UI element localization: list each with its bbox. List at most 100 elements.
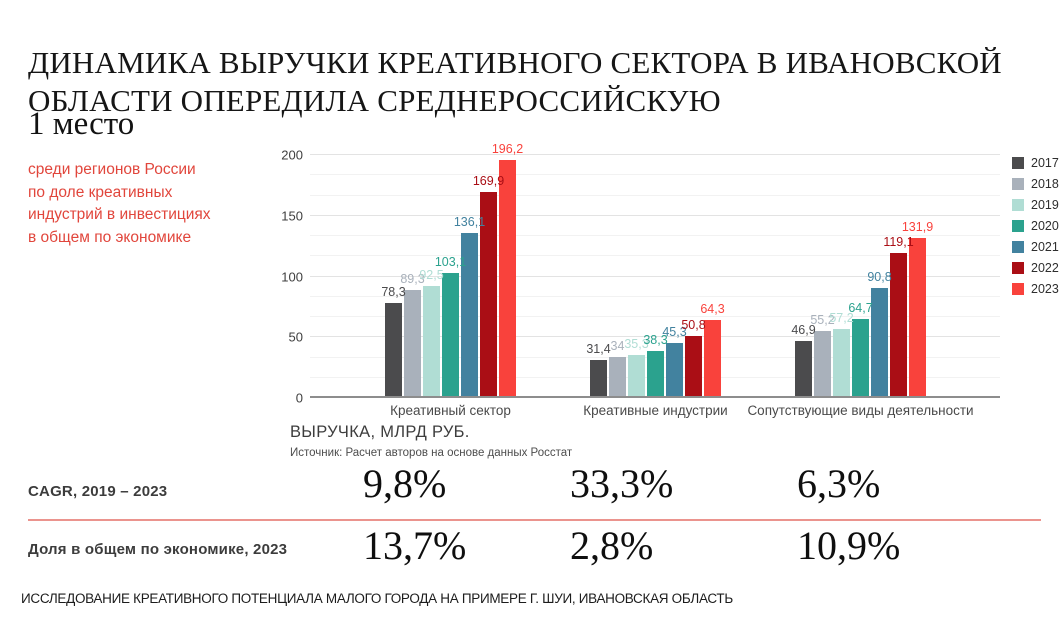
bar-2021 (666, 342, 683, 398)
bar-value-label: 103,1 (434, 254, 467, 269)
bar-group: 46,9 55,2 57,2 64,7 90,8 119,1 131,9 (791, 155, 933, 398)
bar-2018 (609, 356, 626, 398)
gridline (310, 235, 1000, 237)
bar-column: 38,3 (643, 155, 668, 398)
bar-column: 89,3 (400, 155, 425, 398)
legend-year-label: 2017 (1031, 155, 1059, 170)
y-tick-label: 200 (281, 147, 303, 163)
legend-year-label: 2019 (1031, 197, 1059, 212)
cagr-value-creative-sector: 9,8% (363, 461, 447, 506)
bar-value-label: 89,3 (400, 271, 425, 286)
bar-column: 35,3 (624, 155, 649, 398)
bar-value-label: 34 (610, 338, 625, 353)
bar-column: 50,8 (681, 155, 706, 398)
rank-highlight: 1 место (28, 106, 135, 142)
gridline (310, 275, 1000, 277)
bar-column: 55,2 (810, 155, 835, 398)
category-label: Креативный сектор (390, 403, 511, 418)
cagr-value-related-activities: 6,3% (797, 461, 881, 506)
bar-2021 (461, 232, 478, 398)
bar-2020 (647, 351, 664, 398)
chart-axis-caption: ВЫРУЧКА, МЛРД РУБ. (290, 423, 470, 441)
bar-value-label: 64,3 (700, 301, 725, 316)
category-label: Креативные индустрии (583, 403, 728, 418)
bar-2017 (385, 302, 402, 398)
bar-value-label: 57,2 (829, 310, 854, 325)
legend-swatch-icon (1012, 177, 1024, 190)
bar-2022 (890, 253, 907, 398)
bar-group: 78,3 89,3 92,5 103,1 136,1 169,9 196,2 (381, 142, 523, 398)
x-axis-labels: Креативный сектор Креативные индустрии Соп… (310, 403, 1000, 421)
legend-swatch-icon (1012, 282, 1024, 295)
bar-column: 78,3 (381, 155, 406, 398)
legend-item-2019: 2019 (1012, 194, 1059, 215)
gridline (310, 214, 1000, 216)
legend-item-2018: 2018 (1012, 173, 1059, 194)
bar-value-label: 35,3 (624, 337, 649, 352)
footer-text: ИССЛЕДОВАНИЕ КРЕАТИВНОГО ПОТЕНЦИАЛА МАЛО… (21, 591, 733, 606)
bar-column: 136,1 (454, 155, 485, 398)
bar-column: 92,5 (419, 155, 444, 398)
bar-group: 31,4 34 35,3 38,3 45,3 50,8 64,3 (586, 155, 725, 398)
legend-item-2021: 2021 (1012, 236, 1059, 257)
gridline (310, 336, 1000, 338)
bar-column: 34 (609, 155, 626, 398)
y-tick-label: 0 (295, 390, 303, 406)
bar-value-label: 90,8 (867, 269, 892, 284)
share-value-related-activities: 10,9% (797, 523, 901, 568)
legend-item-2017: 2017 (1012, 152, 1059, 173)
bar-2018 (404, 289, 421, 398)
bar-2019 (833, 328, 850, 398)
bar-column: 196,2 (492, 142, 523, 398)
bar-value-label: 119,1 (883, 235, 914, 250)
gridline (310, 316, 1000, 318)
bar-value-label: 64,7 (848, 301, 873, 316)
bar-2023 (704, 319, 721, 398)
bar-column: 64,3 (700, 155, 725, 398)
legend-swatch-icon (1012, 261, 1024, 274)
share-value-creative-sector: 13,7% (363, 523, 467, 568)
bar-2019 (628, 355, 645, 398)
gridline (310, 295, 1000, 297)
bar-value-label: 78,3 (381, 284, 406, 299)
bar-2017 (590, 359, 607, 398)
legend-swatch-icon (1012, 240, 1024, 253)
plot-area: 78,3 89,3 92,5 103,1 136,1 169,9 196,2 31,4 34 35… (310, 142, 1000, 398)
legend-swatch-icon (1012, 198, 1024, 211)
bar-value-label: 136,1 (453, 214, 486, 229)
bar-2022 (480, 191, 497, 398)
bar-value-label: 46,9 (791, 323, 816, 338)
bar-2023 (909, 237, 926, 398)
bar-column: 103,1 (435, 155, 466, 398)
bar-column: 57,2 (829, 155, 854, 398)
bar-value-label: 38,3 (643, 333, 668, 348)
gridline (310, 255, 1000, 257)
bar-value-label: 169,9 (472, 173, 505, 188)
legend-item-2022: 2022 (1012, 257, 1059, 278)
rank-description: среди регионов России по доле креативных… (28, 161, 211, 246)
legend-year-label: 2018 (1031, 176, 1059, 191)
bar-2020 (852, 319, 869, 398)
bar-2019 (423, 285, 440, 398)
legend-year-label: 2022 (1031, 260, 1059, 275)
legend-year-label: 2023 (1031, 281, 1059, 296)
red-divider-line (28, 519, 1041, 521)
category-label: Сопутствующие виды деятельности (747, 403, 974, 418)
y-axis: 0 50 100 150 200 (258, 148, 303, 406)
cagr-row-label: CAGR, 2019 – 2023 (28, 483, 168, 500)
share-value-creative-industries: 2,8% (570, 523, 654, 568)
bar-2022 (685, 336, 702, 398)
bar-column: 90,8 (867, 155, 892, 398)
share-row-label: Доля в общем по экономике, 2023 (28, 541, 288, 558)
chart-source-note: Источник: Расчет авторов на основе данны… (290, 447, 573, 459)
bar-value-label: 92,5 (419, 267, 444, 282)
bar-2021 (871, 287, 888, 398)
bar-column: 46,9 (791, 155, 816, 398)
y-tick-label: 50 (288, 329, 303, 345)
bar-value-label: 131,9 (901, 219, 934, 234)
page-title: ДИНАМИКА ВЫРУЧКИ КРЕАТИВНОГО СЕКТОРА В И… (28, 45, 1002, 118)
bar-column: 31,4 (586, 155, 611, 398)
bar-column: 45,3 (662, 155, 687, 398)
cagr-value-creative-industries: 33,3% (570, 461, 674, 506)
